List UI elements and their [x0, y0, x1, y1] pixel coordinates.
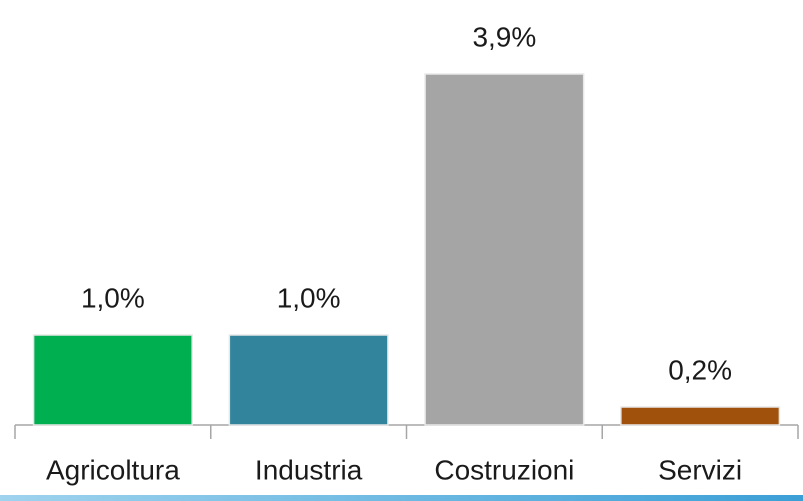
value-label: 1,0% [81, 282, 145, 313]
bar [424, 73, 585, 426]
x-tick-label: Agricoltura [46, 454, 180, 485]
value-label: 3,9% [472, 21, 536, 52]
x-tick-label: Industria [255, 454, 363, 485]
value-label: 1,0% [277, 282, 341, 313]
bar [32, 334, 193, 426]
x-tick-label: Servizi [658, 454, 742, 485]
footer-band [0, 495, 803, 501]
bar [620, 406, 781, 426]
value-label: 0,2% [668, 354, 732, 385]
bar [228, 334, 389, 426]
x-tick-label: Costruzioni [434, 454, 574, 485]
